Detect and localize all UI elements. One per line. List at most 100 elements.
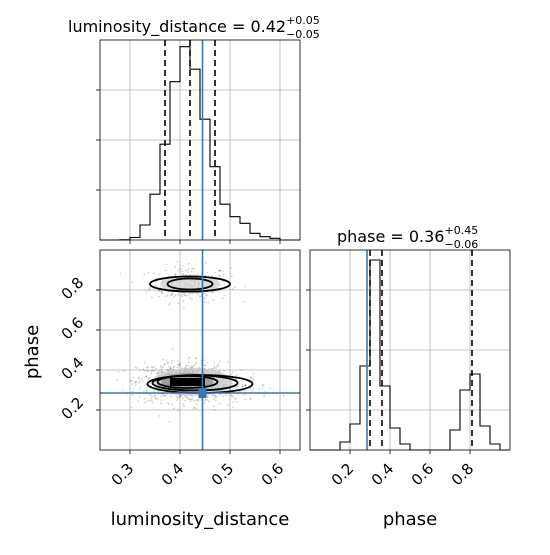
y-axis-label-phase: phase (22, 325, 43, 379)
scatter-point (156, 372, 159, 375)
scatter-point (195, 403, 198, 406)
scatter-point (243, 301, 246, 303)
truth-marker (198, 388, 207, 398)
scatter-point (143, 397, 146, 400)
scatter-point (171, 403, 174, 406)
scatter-point (188, 365, 191, 367)
density-ytick-label-2: 0.6 (58, 314, 88, 344)
density-panel: 0.3 0.4 0.5 0.6 0.2 0.4 0.6 0.8 (58, 249, 301, 489)
scatter-point (233, 387, 236, 390)
scatter-point (159, 371, 162, 374)
scatter-point (163, 363, 166, 366)
scatter-point (147, 271, 150, 274)
scatter-point (164, 363, 166, 366)
scatter-point (146, 366, 149, 369)
scatter-point (189, 398, 192, 401)
scatter-point (170, 294, 173, 296)
scatter-point (211, 291, 214, 294)
scatter-point (169, 367, 172, 370)
scatter-point (169, 366, 172, 368)
scatter-point (213, 409, 216, 411)
scatter-point (156, 373, 158, 375)
scatter-point (191, 398, 194, 401)
scatter-point (212, 394, 215, 396)
scatter-point (231, 288, 234, 290)
scatter-point (240, 369, 243, 371)
scatter-point (132, 376, 135, 379)
scatter-point (211, 367, 214, 370)
scatter-point (168, 421, 171, 424)
scatter-point (182, 273, 185, 276)
scatter-point (197, 399, 199, 401)
scatter-point (180, 267, 182, 270)
scatter-point (177, 409, 180, 412)
scatter-point (167, 368, 170, 371)
scatter-point (160, 290, 163, 293)
scatter-point (150, 366, 153, 369)
scatter-point (231, 371, 234, 373)
scatter-point (211, 275, 214, 277)
scatter-point (160, 399, 163, 402)
scatter-point (193, 399, 196, 402)
right-hist-xtick-label-2: 0.6 (408, 460, 438, 490)
scatter-point (211, 395, 213, 397)
scatter-point (178, 363, 180, 366)
scatter-point (241, 381, 244, 383)
scatter-point (244, 385, 247, 387)
top-histogram-panel (96, 39, 301, 244)
scatter-point (138, 376, 140, 379)
scatter-point (157, 398, 160, 400)
scatter-point (262, 384, 265, 387)
scatter-point (217, 365, 220, 368)
scatter-point (187, 268, 190, 270)
scatter-point (223, 370, 226, 372)
scatter-point (212, 291, 214, 293)
scatter-point (160, 369, 163, 371)
scatter-point (232, 395, 234, 398)
scatter-point (193, 407, 195, 410)
scatter-point (116, 378, 118, 381)
scatter-point (222, 273, 225, 276)
scatter-point (122, 370, 125, 373)
scatter-point (173, 295, 176, 298)
scatter-point (178, 363, 181, 366)
scatter-point (206, 271, 209, 274)
scatter-point (182, 293, 184, 296)
scatter-point (169, 368, 172, 370)
scatter-point (158, 370, 161, 372)
scatter-point (244, 285, 247, 288)
scatter-point (244, 384, 247, 387)
scatter-point (182, 306, 185, 309)
scatter-point (210, 367, 213, 370)
scatter-point (131, 393, 134, 396)
scatter-point (188, 356, 191, 359)
scatter-point (196, 357, 198, 360)
scatter-point (175, 399, 178, 401)
scatter-point (215, 399, 217, 402)
scatter-point (134, 384, 137, 387)
scatter-point (186, 271, 189, 274)
scatter-point (160, 395, 163, 398)
scatter-point (167, 402, 170, 404)
scatter-point (143, 361, 146, 364)
scatter-point (186, 294, 189, 297)
scatter-point (215, 366, 218, 369)
scatter-point (174, 294, 177, 297)
scatter-point (174, 273, 176, 276)
scatter-point (178, 395, 181, 398)
scatter-point (261, 387, 263, 390)
scatter-point (249, 397, 252, 400)
scatter-point (186, 396, 189, 399)
scatter-point (171, 292, 174, 295)
scatter-point (232, 406, 235, 409)
scatter-point (232, 401, 234, 404)
scatter-point (165, 359, 168, 361)
scatter-point (137, 377, 140, 380)
scatter-point (136, 399, 139, 402)
scatter-point (234, 286, 236, 289)
scatter-point (137, 381, 140, 384)
scatter-point (177, 398, 179, 400)
scatter-point (151, 369, 153, 372)
scatter-point (187, 361, 190, 364)
scatter-point (205, 398, 208, 401)
